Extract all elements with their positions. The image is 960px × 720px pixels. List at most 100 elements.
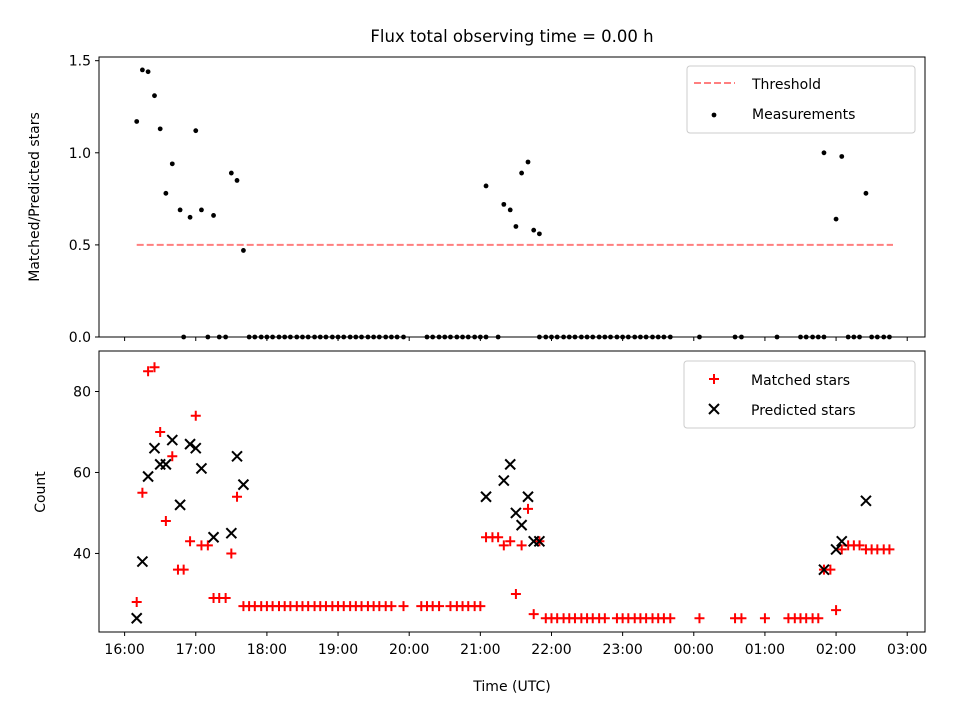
measurement-point: [211, 213, 216, 218]
matched-point: [226, 548, 237, 559]
measurement-point: [536, 334, 542, 340]
bottom-y-axis-label: Count: [33, 471, 49, 513]
bottom-y-tick-label: 80: [73, 384, 91, 400]
measurement-point: [376, 334, 382, 340]
measurement-point: [513, 224, 519, 229]
measurement-point: [531, 227, 537, 233]
top-chart-title: Flux total observing time = 0.00 h: [370, 27, 653, 46]
measurement-point: [152, 93, 157, 99]
measurement-point: [169, 161, 175, 167]
measurement-point: [287, 334, 293, 340]
measurement-point: [845, 334, 851, 340]
predicted-point: [498, 474, 510, 487]
measurement-point: [881, 334, 887, 340]
matched-point: [220, 592, 231, 603]
measurement-point: [394, 334, 400, 340]
matched-point: [523, 503, 534, 514]
x-tick-label: 00:00: [674, 642, 714, 658]
measurement-point: [821, 150, 827, 156]
matched-point: [190, 410, 201, 421]
measurement-point: [798, 334, 803, 340]
measurement-point: [312, 334, 317, 340]
top-y-tick-label: 1.0: [69, 146, 91, 162]
measurement-point: [181, 334, 187, 340]
x-tick-label: 01:00: [745, 642, 785, 658]
x-tick-label: 23:00: [602, 642, 642, 658]
x-tick-label: 17:00: [176, 642, 216, 658]
bottom-panel: 40 60 80 16:00 17:00 18:00 19:00 20:00 21:00 22:0…: [33, 350, 927, 695]
measurement-point: [590, 334, 596, 340]
legend-predicted-label: Predicted stars: [751, 403, 856, 419]
x-tick-label: 20:00: [389, 642, 429, 658]
measurement-point: [697, 334, 702, 340]
measurement-point: [655, 334, 661, 340]
measurement-point: [323, 334, 329, 340]
measurement-point: [347, 334, 353, 340]
matched-point: [178, 564, 189, 575]
x-tick-label: 02:00: [816, 642, 856, 658]
predicted-point: [207, 531, 220, 543]
measurement-point: [205, 334, 211, 340]
predicted-point: [830, 543, 842, 556]
top-plot-marks: [134, 67, 893, 340]
top-panel: 0.0 0.5 1.0 1.5 Matched/Predicted stars Thr…: [27, 54, 926, 346]
measurement-point: [525, 159, 531, 165]
measurement-point: [821, 334, 827, 340]
bottom-y-tick-label: 60: [73, 465, 91, 481]
measurement-point: [329, 334, 335, 340]
legend-predicted-swatch: [708, 403, 720, 415]
predicted-point: [148, 442, 161, 454]
matched-point: [149, 362, 160, 373]
measurement-point: [177, 207, 183, 213]
measurement-point: [732, 334, 738, 340]
measurement-point: [566, 334, 572, 340]
bottom-plot-marks: [130, 362, 895, 624]
x-tick-label: 18:00: [247, 642, 287, 658]
measurement-point: [353, 334, 359, 340]
measurement-point: [810, 334, 815, 340]
predicted-point: [504, 458, 516, 471]
bottom-legend: Matched stars Predicted stars: [683, 360, 916, 429]
x-tick-label: 03:00: [887, 642, 927, 658]
matched-point: [202, 540, 213, 551]
matched-point: [854, 540, 865, 551]
bottom-y-tick-label: 40: [73, 546, 91, 562]
measurement-point: [472, 334, 478, 340]
measurement-point: [305, 334, 311, 340]
measurement-point: [454, 334, 460, 340]
matched-point: [160, 516, 171, 527]
matched-point: [505, 536, 516, 547]
measurement-point: [145, 69, 151, 75]
matched-point: [386, 601, 397, 612]
measurement-point: [483, 334, 489, 340]
matched-point: [510, 588, 521, 599]
measurement-point: [401, 334, 406, 340]
measurement-point: [193, 128, 199, 134]
measurement-point: [739, 334, 744, 340]
predicted-point: [480, 491, 492, 503]
matched-point: [167, 451, 178, 462]
legend-matched-swatch: [709, 374, 719, 384]
predicted-point: [522, 491, 534, 503]
measurement-point: [199, 207, 204, 213]
predicted-point: [237, 478, 250, 491]
measurement-point: [519, 170, 525, 176]
x-tick-label: 16:00: [104, 642, 144, 658]
measurement-point: [359, 334, 364, 340]
predicted-point: [836, 535, 848, 548]
matched-point: [599, 613, 610, 624]
measurement-point: [448, 334, 453, 340]
measurement-point: [371, 334, 377, 340]
measurement-point: [572, 334, 578, 340]
measurement-point: [614, 334, 620, 340]
measurement-point: [874, 334, 880, 340]
measurement-point: [317, 334, 323, 340]
measurement-point: [223, 334, 229, 340]
predicted-point: [195, 462, 208, 475]
top-y-tick-label: 0.0: [69, 330, 91, 346]
measurement-point: [139, 67, 145, 73]
matched-point: [493, 532, 504, 543]
measurement-point: [234, 178, 240, 183]
predicted-point: [190, 442, 202, 454]
